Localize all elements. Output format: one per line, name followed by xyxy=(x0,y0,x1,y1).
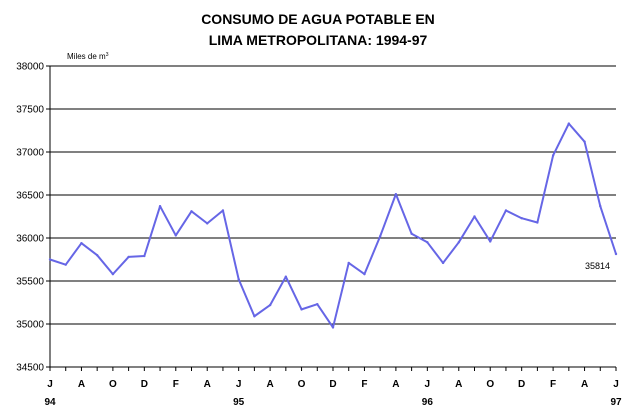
data-point xyxy=(64,263,67,266)
data-point xyxy=(127,255,130,259)
y-tick-label: 35500 xyxy=(16,277,44,288)
y-tick-label: 34500 xyxy=(16,363,44,374)
x-tick-label-month: O xyxy=(109,379,117,390)
y-tick-label: 36500 xyxy=(16,191,44,202)
x-tick-label-year: 97 xyxy=(610,397,622,408)
x-tick-label-month: F xyxy=(361,379,367,390)
chart-title-line-2: LIMA METROPOLITANA: 1994-97 xyxy=(209,32,428,48)
x-tick-label-month: O xyxy=(298,379,306,390)
data-point xyxy=(583,140,586,143)
data-point xyxy=(410,232,413,235)
data-point xyxy=(363,272,366,276)
x-tick-label-month: D xyxy=(141,379,148,390)
x-tick-label-month: A xyxy=(266,379,273,390)
data-point xyxy=(158,204,162,208)
y-tick-label: 38000 xyxy=(16,62,44,73)
data-point xyxy=(206,222,209,225)
data-point xyxy=(284,275,288,278)
data-point xyxy=(567,122,571,125)
data-point xyxy=(614,252,618,256)
x-tick-label-month: A xyxy=(392,379,399,390)
data-point xyxy=(599,204,602,208)
x-tick-label-month: J xyxy=(425,379,431,390)
data-point xyxy=(394,192,398,196)
x-tick-label-month: F xyxy=(550,379,556,390)
data-point xyxy=(378,235,382,238)
y-tick-label: 37500 xyxy=(16,105,44,116)
data-point xyxy=(331,326,335,329)
y-tick-label: 37000 xyxy=(16,148,44,159)
x-tick-label-year: 95 xyxy=(233,397,245,408)
gridlines xyxy=(50,65,616,325)
data-point xyxy=(473,215,476,218)
y-tick-labels: 34500 35000 35500 36000 36500 37000 37500 38000 xyxy=(16,62,44,374)
x-tick-label-month: J xyxy=(236,379,242,390)
x-tick-label-year: 96 xyxy=(422,397,434,408)
data-point xyxy=(316,303,319,306)
x-tick-label-month: J xyxy=(47,379,53,390)
data-point xyxy=(300,308,303,311)
x-tick-label-month: O xyxy=(486,379,494,390)
y-axis-unit-label: Miles de m3 xyxy=(67,52,109,61)
y-tick-label: 35000 xyxy=(16,320,44,331)
data-point xyxy=(190,210,193,213)
x-tick-label-year: 94 xyxy=(44,397,56,408)
x-tick-label-month: F xyxy=(173,379,179,390)
data-point xyxy=(347,261,350,265)
x-tick-label-month: A xyxy=(204,379,211,390)
data-point xyxy=(48,258,52,261)
data-point xyxy=(143,254,146,258)
data-point xyxy=(268,303,272,307)
data-point xyxy=(536,221,539,224)
x-tick-labels: J A O D F A J A O D F A J A O D F A J 94 95 96 97 xyxy=(44,379,622,408)
data-point xyxy=(489,240,492,243)
chart-title-line-1: CONSUMO DE AGUA POTABLE EN xyxy=(201,11,435,27)
x-tick-label-month: D xyxy=(518,379,525,390)
data-point xyxy=(504,209,508,212)
data-point xyxy=(111,272,115,276)
data-point xyxy=(441,261,445,265)
y-tick-label: 36000 xyxy=(16,234,44,245)
x-tick-label-month: A xyxy=(581,379,588,390)
series-layer xyxy=(48,122,618,329)
data-point xyxy=(551,154,555,157)
x-tick-label-month: D xyxy=(329,379,336,390)
data-point xyxy=(253,315,256,318)
series-line xyxy=(49,122,617,329)
y-axis-unit-text: Miles de m xyxy=(67,52,106,61)
x-tick-label-month: A xyxy=(455,379,462,390)
x-tick-label-month: J xyxy=(613,379,619,390)
data-point xyxy=(221,209,225,212)
data-point xyxy=(520,217,523,220)
last-value-annotation: 35814 xyxy=(585,261,610,271)
data-point xyxy=(457,241,460,244)
axes xyxy=(46,65,617,371)
data-point xyxy=(174,234,177,237)
data-point xyxy=(80,241,83,245)
x-tick-label-month: A xyxy=(78,379,85,390)
data-point xyxy=(426,241,429,244)
data-point xyxy=(237,278,240,281)
y-axis-unit-superscript: 3 xyxy=(106,52,109,58)
data-point xyxy=(95,254,99,257)
